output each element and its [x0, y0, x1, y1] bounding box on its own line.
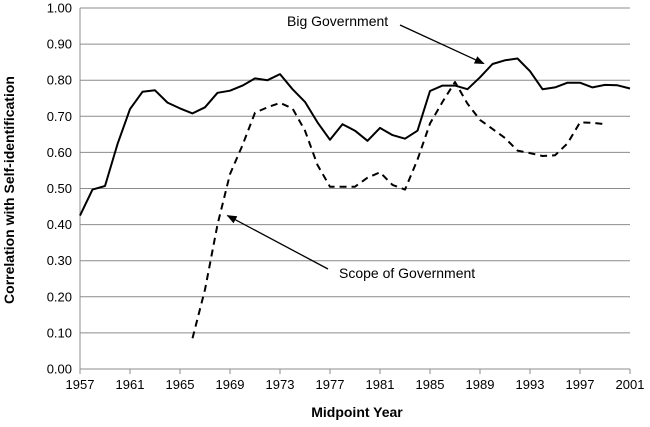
y-tick-label: 0.60: [47, 145, 72, 160]
y-tick-label: 0.70: [47, 109, 72, 124]
series: [79, 57, 631, 339]
y-tick-label: 0.00: [47, 362, 72, 377]
x-tick-label: 1977: [316, 377, 345, 392]
y-axis-title: Correlation with Self-identification: [1, 76, 17, 304]
annotation-arrow: [226, 215, 329, 270]
y-tick-label: 0.20: [47, 289, 72, 304]
x-tick-label: 1997: [566, 377, 595, 392]
x-tick-label: 1989: [466, 377, 495, 392]
y-tick-label: 0.40: [47, 217, 72, 232]
y-tick-label: 0.90: [47, 37, 72, 52]
x-tick-label: 1969: [216, 377, 245, 392]
annotation-label: Big Government: [287, 13, 388, 29]
annotation-label: Scope of Government: [339, 265, 475, 281]
x-tick-label: 2001: [616, 377, 645, 392]
scope-of-government-line: [191, 81, 606, 339]
x-tick-label: 1961: [116, 377, 145, 392]
y-tick-label: 1.00: [47, 1, 72, 16]
annotations: Big Government Scope of Government: [226, 13, 485, 281]
y-tick-label: 0.10: [47, 325, 72, 340]
y-tick-label: 0.50: [47, 181, 72, 196]
grid: [80, 7, 630, 334]
x-tick-label: 1993: [516, 377, 545, 392]
x-tick-label: 1957: [66, 377, 95, 392]
x-tick-label: 1981: [366, 377, 395, 392]
axes: 0.00 0.10 0.20 0.30 0.40 0.50 0.60 0.70 0.80 0.90…: [47, 1, 645, 393]
annotation-arrow: [399, 24, 485, 65]
x-tick-label: 1965: [166, 377, 195, 392]
x-tick-label: 1985: [416, 377, 445, 392]
x-axis-title: Midpoint Year: [311, 404, 403, 420]
y-tick-label: 0.80: [47, 73, 72, 88]
big-government-line: [79, 57, 631, 217]
x-tick-label: 1973: [266, 377, 295, 392]
y-tick-label: 0.30: [47, 253, 72, 268]
